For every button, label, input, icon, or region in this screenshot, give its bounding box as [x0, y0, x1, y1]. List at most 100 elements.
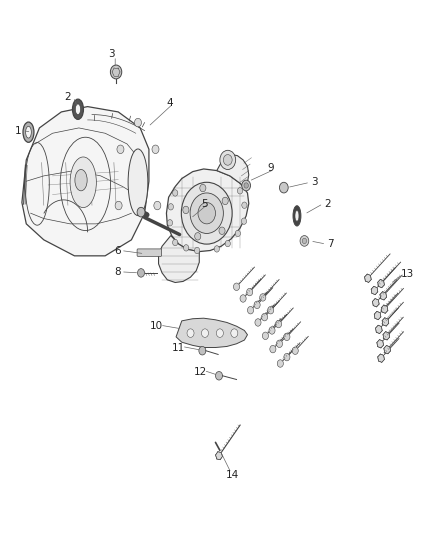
Circle shape	[167, 220, 173, 226]
Polygon shape	[22, 107, 149, 256]
Circle shape	[240, 295, 246, 302]
Circle shape	[181, 182, 232, 244]
Circle shape	[222, 197, 228, 205]
Ellipse shape	[75, 104, 81, 115]
Circle shape	[199, 346, 206, 355]
Text: 5: 5	[201, 199, 208, 208]
Text: 2: 2	[64, 92, 71, 102]
Text: 12: 12	[194, 367, 207, 377]
Ellipse shape	[23, 122, 34, 142]
Polygon shape	[215, 451, 223, 460]
Circle shape	[201, 329, 208, 337]
Circle shape	[284, 353, 290, 361]
Polygon shape	[372, 298, 379, 307]
Polygon shape	[382, 318, 389, 326]
Circle shape	[277, 360, 283, 367]
Text: 7: 7	[327, 239, 334, 249]
Circle shape	[214, 246, 219, 252]
Circle shape	[276, 340, 283, 348]
Polygon shape	[176, 318, 247, 348]
Text: 13: 13	[401, 270, 414, 279]
Circle shape	[247, 306, 254, 314]
Text: 8: 8	[114, 267, 121, 277]
Ellipse shape	[295, 211, 299, 221]
Circle shape	[138, 269, 145, 277]
Circle shape	[183, 206, 189, 214]
Polygon shape	[377, 340, 384, 348]
Polygon shape	[159, 236, 199, 282]
Polygon shape	[384, 345, 391, 354]
Circle shape	[215, 372, 223, 380]
Circle shape	[242, 180, 251, 191]
Circle shape	[190, 193, 223, 233]
Text: 11: 11	[172, 343, 185, 352]
Circle shape	[300, 236, 309, 246]
Polygon shape	[381, 305, 388, 313]
Circle shape	[268, 306, 274, 314]
Ellipse shape	[128, 149, 148, 215]
Text: 3: 3	[108, 50, 115, 59]
Circle shape	[270, 345, 276, 353]
Text: 6: 6	[114, 246, 121, 255]
Circle shape	[262, 332, 268, 340]
Circle shape	[134, 118, 141, 127]
Circle shape	[184, 245, 189, 251]
Text: 9: 9	[267, 163, 274, 173]
Circle shape	[254, 301, 260, 309]
Text: 2: 2	[324, 199, 331, 208]
Polygon shape	[383, 332, 390, 340]
Polygon shape	[166, 169, 249, 252]
Circle shape	[194, 232, 201, 240]
Polygon shape	[374, 311, 381, 320]
Circle shape	[220, 150, 236, 169]
Circle shape	[269, 327, 275, 334]
Circle shape	[225, 240, 230, 247]
Circle shape	[200, 184, 206, 192]
Polygon shape	[217, 155, 249, 189]
Circle shape	[152, 145, 159, 154]
Text: 4: 4	[166, 99, 173, 108]
Circle shape	[115, 201, 122, 210]
Circle shape	[235, 230, 240, 237]
Circle shape	[194, 247, 200, 254]
Circle shape	[242, 202, 247, 208]
Text: 1: 1	[15, 126, 22, 135]
Circle shape	[198, 203, 215, 224]
Polygon shape	[380, 292, 387, 300]
Circle shape	[284, 333, 290, 341]
Circle shape	[237, 188, 243, 194]
Ellipse shape	[75, 169, 87, 191]
Circle shape	[302, 238, 307, 244]
Circle shape	[216, 329, 223, 337]
Ellipse shape	[293, 206, 301, 226]
Circle shape	[276, 320, 282, 328]
Circle shape	[261, 313, 268, 321]
Polygon shape	[378, 354, 385, 362]
Circle shape	[173, 190, 178, 196]
Text: 3: 3	[311, 177, 318, 187]
Ellipse shape	[25, 126, 32, 138]
Circle shape	[154, 201, 161, 210]
Circle shape	[244, 183, 248, 188]
Ellipse shape	[73, 99, 83, 119]
Circle shape	[187, 329, 194, 337]
Circle shape	[231, 329, 238, 337]
Circle shape	[117, 145, 124, 154]
Polygon shape	[364, 274, 371, 282]
Polygon shape	[371, 286, 378, 295]
Circle shape	[173, 239, 178, 246]
Circle shape	[168, 204, 173, 210]
Text: 10: 10	[150, 321, 163, 331]
Polygon shape	[375, 325, 382, 334]
Text: 14: 14	[226, 471, 239, 480]
Circle shape	[233, 283, 240, 290]
Circle shape	[110, 65, 122, 79]
Circle shape	[137, 207, 145, 217]
Circle shape	[255, 319, 261, 326]
Circle shape	[260, 294, 266, 301]
Circle shape	[223, 155, 232, 165]
FancyBboxPatch shape	[137, 249, 162, 256]
Circle shape	[241, 218, 247, 224]
Polygon shape	[378, 279, 385, 288]
Circle shape	[219, 227, 225, 235]
